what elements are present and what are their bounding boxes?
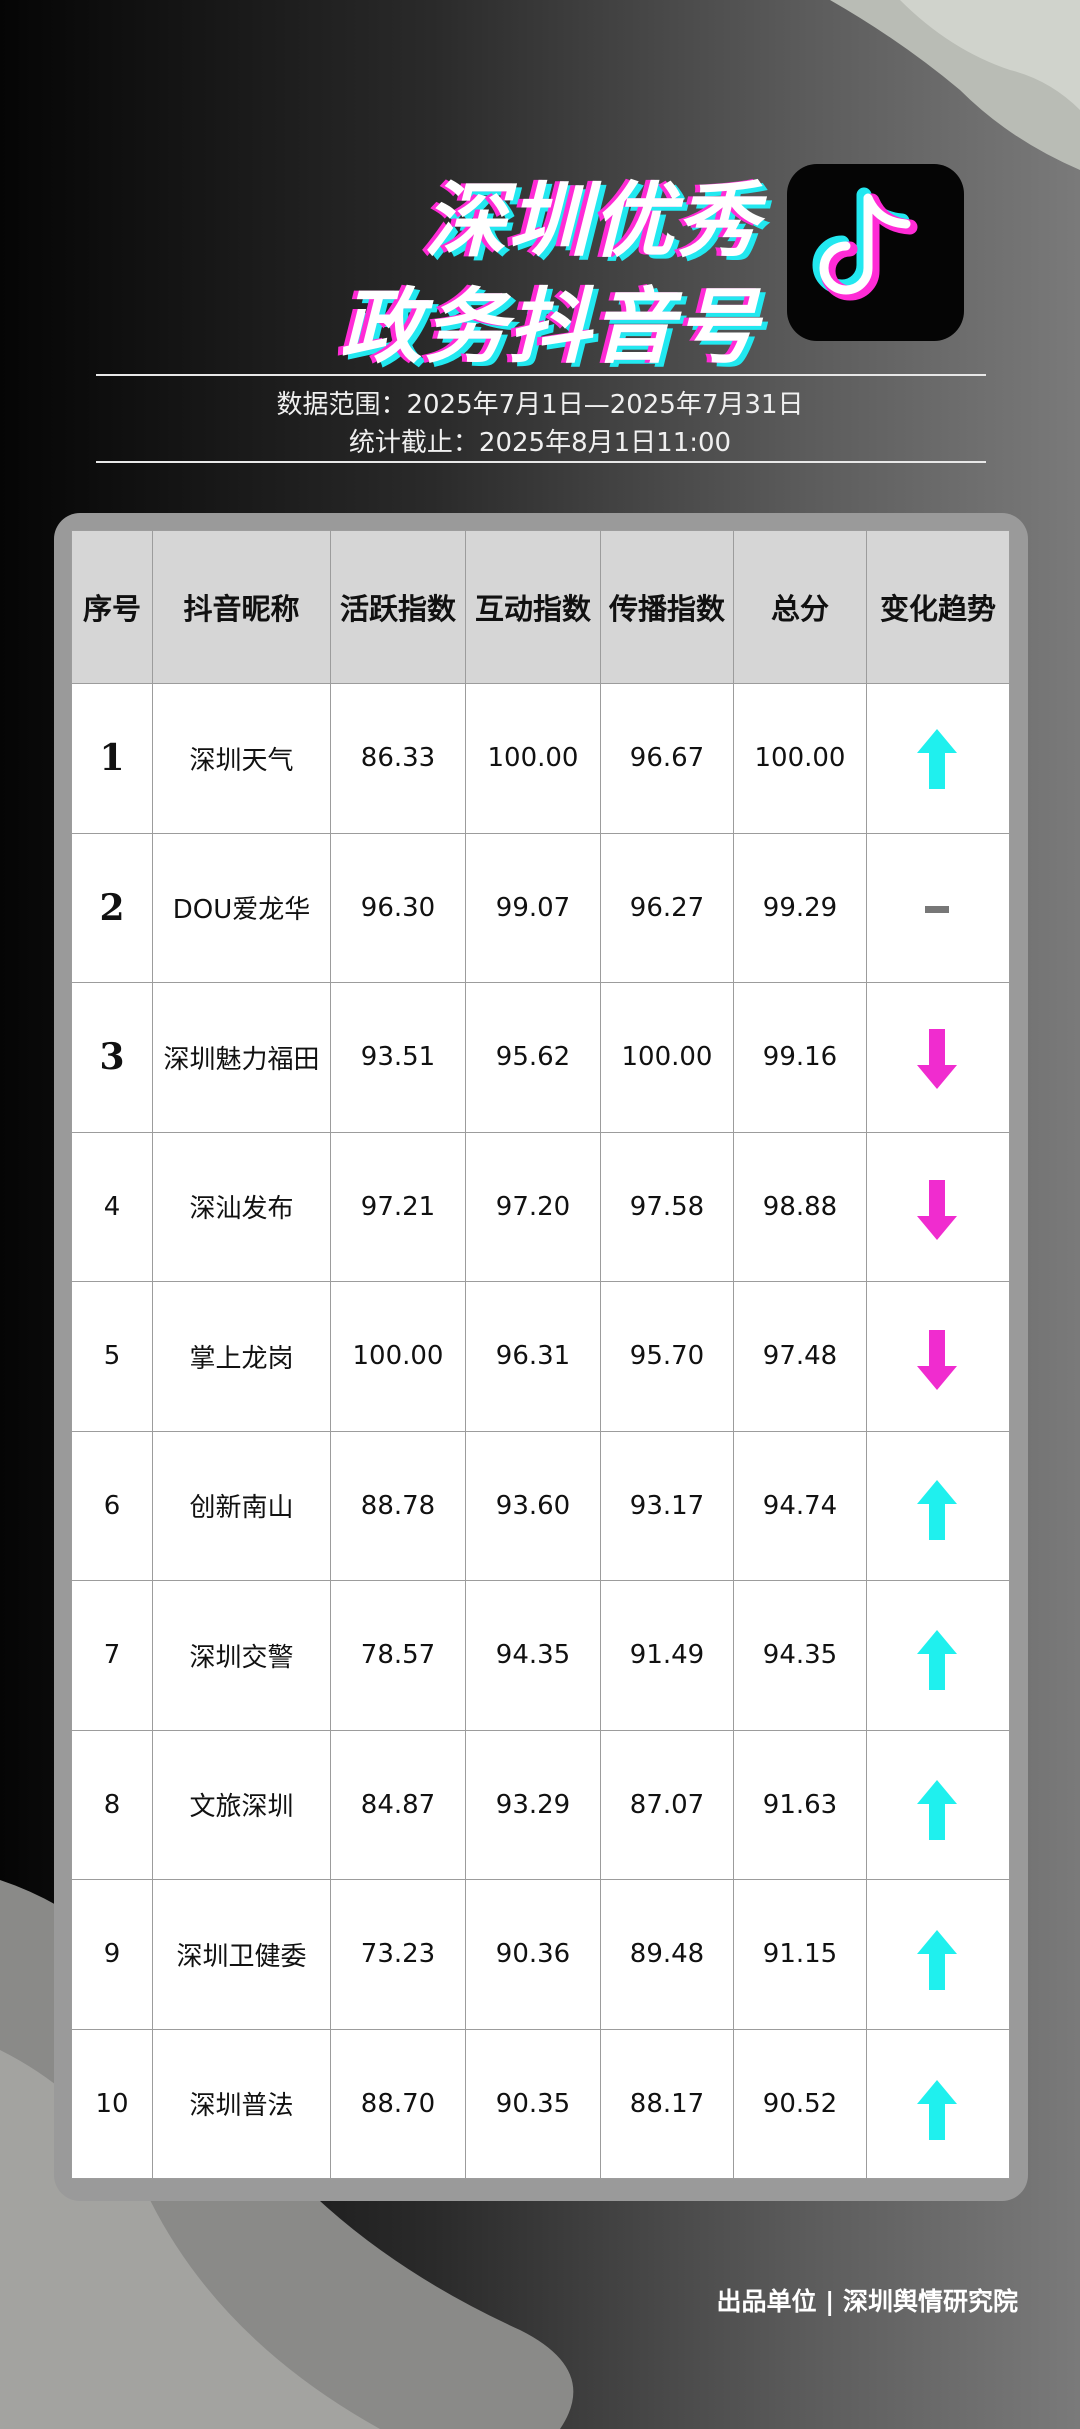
score: 97.48 [733, 1281, 867, 1432]
score: 88.70 [330, 2028, 466, 2179]
score: 94.74 [733, 1430, 867, 1581]
score: 86.33 [330, 683, 466, 834]
trend-flat [925, 906, 949, 913]
title: 深圳优秀 [424, 174, 760, 269]
score: 98.88 [733, 1131, 867, 1282]
trend-up [917, 1630, 957, 1690]
trend-down [917, 1330, 957, 1390]
account-name: 深圳普法 [152, 2028, 331, 2179]
rank: 2 [71, 832, 153, 983]
score: 99.16 [733, 982, 867, 1133]
score: 91.15 [733, 1879, 867, 2030]
table-row: 9 深圳卫健委 73.23 90.36 89.48 91.15 [71, 1879, 1010, 2030]
score: 90.35 [465, 2028, 601, 2179]
table-row: 4 深汕发布 97.21 97.20 97.58 98.88 [71, 1131, 1010, 1282]
account-name: 深圳交警 [152, 1580, 331, 1731]
account-name: DOU爱龙华 [152, 832, 331, 983]
score: 87.07 [600, 1729, 734, 1880]
column-header: 序号 [71, 530, 153, 684]
account-name: 深圳魅力福田 [152, 982, 331, 1133]
trend-up [917, 1930, 957, 1990]
score: 96.30 [330, 832, 466, 983]
table-row: 10 深圳普法 88.70 90.35 88.17 90.52 [71, 2028, 1010, 2179]
column-header: 传播指数 [600, 530, 734, 684]
score: 97.21 [330, 1131, 466, 1282]
trend-down [917, 1180, 957, 1240]
rank: 5 [71, 1281, 153, 1432]
rank: 7 [71, 1580, 153, 1731]
score: 96.31 [465, 1281, 601, 1432]
score: 88.17 [600, 2028, 734, 2179]
column-header: 抖音昵称 [152, 530, 331, 684]
score: 93.51 [330, 982, 466, 1133]
column-header: 总分 [733, 530, 867, 684]
trend-up [917, 1480, 957, 1540]
score: 78.57 [330, 1580, 466, 1731]
account-name: 深圳天气 [152, 683, 331, 834]
score: 94.35 [733, 1580, 867, 1731]
score: 93.29 [465, 1729, 601, 1880]
account-name: 深圳卫健委 [152, 1879, 331, 2030]
score: 100.00 [330, 1281, 466, 1432]
column-header: 活跃指数 [330, 530, 466, 684]
trend-up [917, 2080, 957, 2140]
account-name: 创新南山 [152, 1430, 331, 1581]
score: 73.23 [330, 1879, 466, 2030]
score: 100.00 [733, 683, 867, 834]
trend-down [917, 1029, 957, 1089]
column-header: 变化趋势 [866, 530, 1010, 684]
rank: 10 [71, 2028, 153, 2179]
score: 97.20 [465, 1131, 601, 1282]
score: 89.48 [600, 1879, 734, 2030]
table-row: 7 深圳交警 78.57 94.35 91.49 94.35 [71, 1580, 1010, 1731]
trend-up [917, 729, 957, 789]
divider [96, 374, 986, 376]
footer: 出品单位 | 深圳舆情研究院 [716, 2287, 1018, 2316]
score: 88.78 [330, 1430, 466, 1581]
table-row: 5 掌上龙岗 100.00 96.31 95.70 97.48 [71, 1281, 1010, 1432]
score: 100.00 [600, 982, 734, 1133]
score: 84.87 [330, 1729, 466, 1880]
info-line: 统计截止：2025年8月1日11:00 [348, 428, 732, 458]
score: 90.52 [733, 2028, 867, 2179]
info-line: 数据范围：2025年7月1日—2025年7月31日 [276, 390, 804, 420]
score: 99.29 [733, 832, 867, 983]
trend-up [917, 1780, 957, 1840]
score: 94.35 [465, 1580, 601, 1731]
score: 99.07 [465, 832, 601, 983]
divider [96, 461, 986, 463]
rank: 6 [71, 1430, 153, 1581]
account-name: 掌上龙岗 [152, 1281, 331, 1432]
score: 93.60 [465, 1430, 601, 1581]
title: 政务抖音号 [340, 280, 760, 375]
score: 100.00 [465, 683, 601, 834]
ranking-table: 序号 抖音昵称 活跃指数 互动指数 传播指数 总分 变化趋势 1 深圳天气 86.33 100.0… [71, 530, 1010, 2179]
score: 91.63 [733, 1729, 867, 1880]
score: 93.17 [600, 1430, 734, 1581]
table-row: 8 文旅深圳 84.87 93.29 87.07 91.63 [71, 1729, 1010, 1880]
score: 95.70 [600, 1281, 734, 1432]
column-header: 互动指数 [465, 530, 601, 684]
score: 95.62 [465, 982, 601, 1133]
account-name: 文旅深圳 [152, 1729, 331, 1880]
table-row: 1 深圳天气 86.33 100.00 96.67 100.00 [71, 683, 1010, 834]
rank: 8 [71, 1729, 153, 1880]
score: 90.36 [465, 1879, 601, 2030]
score: 96.27 [600, 832, 734, 983]
app-icon [787, 164, 964, 341]
score: 97.58 [600, 1131, 734, 1282]
